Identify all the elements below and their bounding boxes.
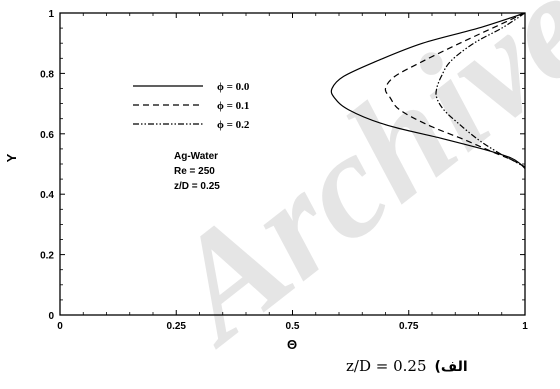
y-tick-label: 0.2 xyxy=(40,251,54,262)
y-tick-label: 0.8 xyxy=(40,69,54,80)
series-line-0 xyxy=(330,12,526,169)
series-line-2 xyxy=(435,12,526,168)
x-tick-label: 0.5 xyxy=(286,321,300,332)
plot-frame xyxy=(59,12,526,316)
y-tick-label: 1 xyxy=(48,9,54,20)
annotation-line: Re = 250 xyxy=(174,166,215,177)
figure-caption: z/D = 0.25 (الف xyxy=(346,357,546,385)
y-tick-label: 0 xyxy=(48,311,54,322)
x-tick-label: 1 xyxy=(522,321,528,332)
caption-label: (الف xyxy=(434,359,468,375)
x-tick-label: 0 xyxy=(57,321,63,332)
legend-label: ϕ = 0.1 xyxy=(217,100,249,112)
annotation-line: Ag-Water xyxy=(174,151,218,162)
x-tick-label: 0.25 xyxy=(167,321,187,332)
annotation-line: z/D = 0.25 xyxy=(174,181,220,192)
y-tick-label: 0.6 xyxy=(40,130,54,141)
legend: ϕ = 0.0 ϕ = 0.1 ϕ = 0.2 xyxy=(133,81,250,131)
y-tick-label: 0.4 xyxy=(40,190,54,201)
series-line-1 xyxy=(384,12,526,168)
legend-label: ϕ = 0.2 xyxy=(217,119,250,131)
x-axis-label: Θ xyxy=(287,337,297,352)
caption-formula: z/D = 0.25 xyxy=(346,357,427,375)
annotation-block: Ag-Water Re = 250 z/D = 0.25 xyxy=(174,151,220,192)
legend-label: ϕ = 0.0 xyxy=(217,81,250,93)
x-tick-label: 0.75 xyxy=(399,321,419,332)
y-axis-label: Y xyxy=(4,153,19,162)
